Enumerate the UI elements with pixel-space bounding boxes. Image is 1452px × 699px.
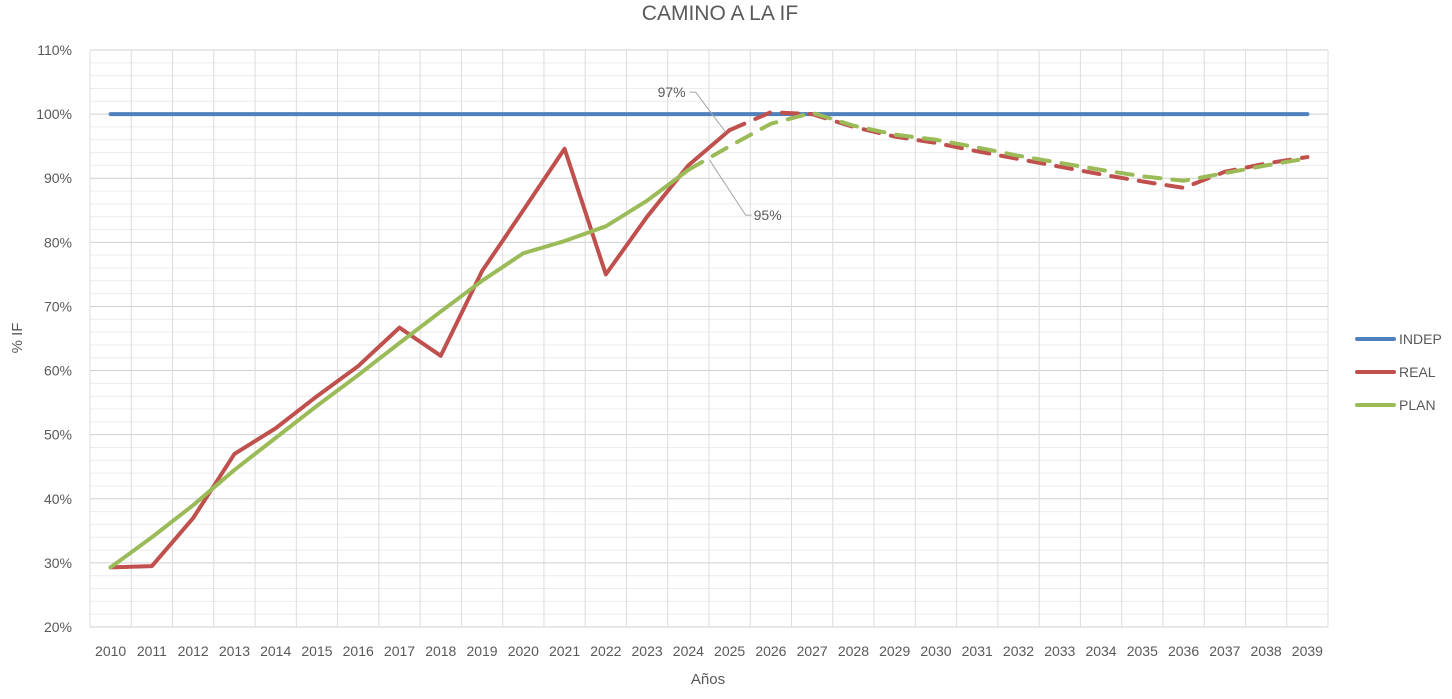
y-tick-label: 60% [44,363,72,379]
legend-label: INDEP [1399,331,1442,347]
series-projection-real [727,110,1310,190]
x-tick-label: 2032 [1003,643,1034,659]
data-labels: 97% 95% [658,84,782,223]
y-tick-label: 30% [44,555,72,571]
series-projection-plan [686,110,1310,183]
y-axis-ticks: 20% 30% 40% 50% 60% 70% 80% 90% 100% 110% [36,42,72,635]
x-tick-label: 2038 [1251,643,1282,659]
x-tick-label: 2020 [508,643,539,659]
y-tick-label: 40% [44,491,72,507]
leader-line [689,91,727,133]
y-tick-label: 80% [44,234,72,250]
x-tick-label: 2037 [1209,643,1240,659]
x-tick-label: 2021 [549,643,580,659]
data-label: 95% [754,207,782,223]
x-tick-label: 2012 [178,643,209,659]
gridlines [89,49,1329,628]
chart-title: CAMINO A LA IF [642,2,798,25]
legend: INDEP REAL PLAN [1355,331,1442,413]
x-tick-label: 2031 [962,643,993,659]
x-tick-label: 2029 [879,643,910,659]
x-tick-label: 2039 [1292,643,1323,659]
x-tick-label: 2019 [466,643,497,659]
series-lines [108,110,1310,570]
x-axis-label: Años [691,671,725,688]
x-tick-label: 2016 [343,643,374,659]
x-tick-label: 2018 [425,643,456,659]
x-tick-label: 2036 [1168,643,1199,659]
y-tick-label: 50% [44,427,72,443]
legend-label: REAL [1399,364,1436,380]
x-tick-label: 2025 [714,643,745,659]
x-tick-label: 2030 [920,643,951,659]
y-tick-label: 20% [44,619,72,635]
x-tick-label: 2026 [755,643,786,659]
x-tick-label: 2024 [673,643,704,659]
y-tick-label: 110% [37,42,72,58]
x-tick-label: 2035 [1127,643,1158,659]
y-axis-label: % IF [9,323,26,354]
y-tick-label: 100% [36,106,72,122]
legend-label: PLAN [1399,397,1436,413]
x-tick-label: 2011 [137,643,167,659]
series-line-plan [108,167,691,570]
x-axis-ticks: 2010 2011 2012 2013 2014 2015 2016 2017 2018 2019… [95,643,1323,659]
y-tick-label: 90% [44,170,72,186]
x-tick-label: 2010 [95,643,126,659]
x-tick-label: 2033 [1044,643,1075,659]
x-tick-label: 2034 [1085,643,1116,659]
x-tick-label: 2013 [219,643,250,659]
leader-line [709,159,752,216]
x-tick-label: 2014 [260,643,291,659]
x-tick-label: 2028 [838,643,869,659]
x-tick-label: 2015 [301,643,332,659]
x-tick-label: 2023 [632,643,663,659]
y-tick-label: 70% [44,298,72,314]
x-tick-label: 2017 [384,643,415,659]
x-tick-label: 2027 [797,643,828,659]
x-tick-label: 2022 [590,643,621,659]
data-label: 97% [658,84,686,100]
